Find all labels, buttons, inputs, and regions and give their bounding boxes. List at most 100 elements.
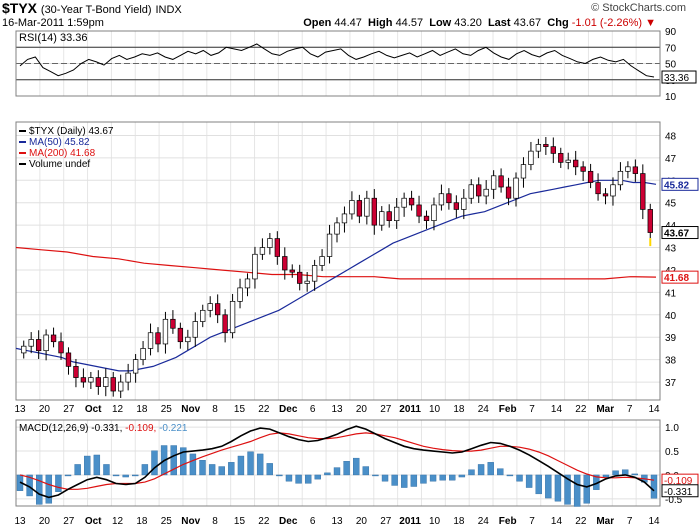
candle-body xyxy=(28,339,34,347)
price-tick-label: 48 xyxy=(665,131,677,142)
x-tick-label: 14 xyxy=(551,516,563,527)
candle-body xyxy=(580,166,586,172)
quote-bar: Open 44.47 High 44.57 Low 43.20 Last 43.… xyxy=(303,17,656,29)
macd-histogram-bar xyxy=(228,462,235,476)
candle-body xyxy=(132,359,139,374)
x-tick-label: 13 xyxy=(14,404,26,415)
x-tick-label: 7 xyxy=(529,516,535,527)
macd-signal-tag: -0.109 xyxy=(664,476,693,487)
x-tick-label: 20 xyxy=(39,404,51,415)
candle-body xyxy=(625,166,631,172)
price-tick-label: 40 xyxy=(665,311,677,322)
candle-body xyxy=(423,215,430,221)
macd-value-tag-box xyxy=(661,484,699,498)
candle-body xyxy=(476,184,482,197)
macd-histogram-bar xyxy=(304,474,312,484)
ma200-legend: MA(200) 41.68 xyxy=(29,148,96,159)
macd-histogram-bar xyxy=(237,455,245,476)
candle-body xyxy=(162,318,169,345)
candle-body xyxy=(595,182,601,195)
candle-body xyxy=(587,170,594,183)
ma50-tag: 45.82 xyxy=(664,180,689,191)
rsi-last-tag: 33.36 xyxy=(664,73,689,84)
candle-body xyxy=(43,334,49,352)
macd-histogram-bar xyxy=(132,474,139,477)
candle-body xyxy=(528,150,534,165)
x-tick-label: 2011 xyxy=(399,516,421,527)
candle-body xyxy=(602,193,609,197)
x-tick-label: 22 xyxy=(575,404,587,415)
candle-body xyxy=(207,303,213,311)
security-name: (30-Year T-Bond Yield) xyxy=(40,4,152,16)
candle-body xyxy=(490,175,497,190)
candle-body xyxy=(73,366,79,378)
candle-body xyxy=(304,280,310,284)
x-tick-label: 14 xyxy=(551,404,563,415)
macd-histogram-bar xyxy=(631,473,638,476)
macd-histogram-bar xyxy=(343,461,350,476)
price-legend: $TYX (Daily) 43.67 xyxy=(29,126,114,137)
candle-body xyxy=(543,144,549,148)
x-tick-label: 24 xyxy=(478,404,490,415)
macd-histogram-bar xyxy=(487,462,494,476)
candle-body xyxy=(319,256,325,266)
candle-body xyxy=(558,153,564,163)
volume-legend: Volume undef xyxy=(29,159,90,170)
macd-histogram-bar xyxy=(554,474,562,502)
candle-body xyxy=(535,144,542,152)
macd-legend-part: -0.109, xyxy=(125,423,159,434)
candle-body xyxy=(118,381,124,392)
candle-body xyxy=(289,269,295,273)
x-tick-label: 20 xyxy=(356,404,368,415)
candle-body xyxy=(222,314,228,334)
panel-frame xyxy=(15,121,661,401)
down-arrow-icon: ▼ xyxy=(645,17,656,29)
candle-body xyxy=(468,184,474,199)
candle-body xyxy=(21,345,27,354)
macd-histogram-bar xyxy=(612,470,619,476)
candle-body xyxy=(177,327,184,343)
x-tick-label: 13 xyxy=(331,404,343,415)
macd-histogram-bar xyxy=(372,474,379,477)
macd-histogram-bar xyxy=(468,469,475,476)
x-tick-label: 6 xyxy=(310,404,316,415)
rsi-tick-label: 90 xyxy=(665,27,677,38)
candle-body xyxy=(147,332,154,349)
rsi-legend: RSI(14) 33.36 xyxy=(19,32,87,44)
x-tick-label: Dec xyxy=(279,404,298,415)
rsi-tick-label: 10 xyxy=(665,92,677,103)
datetime: 16-Mar-2011 1:59pm xyxy=(2,17,104,29)
macd-histogram-bar xyxy=(573,474,581,507)
macd-histogram-bar xyxy=(247,451,254,476)
macd-x-axis: 13 20 27 Oct 12 18 25 Nov 8 15 22 Dec 6 13 20 27 2011 10 1… xyxy=(14,516,660,527)
macd-histogram-bar xyxy=(429,474,437,482)
macd-histogram-bar xyxy=(314,474,321,480)
macd-histogram-bar xyxy=(410,474,418,487)
macd-histogram-bar xyxy=(525,474,533,488)
rsi-tick-label: 70 xyxy=(665,43,677,54)
candle-body xyxy=(483,188,489,197)
candle-body xyxy=(50,334,57,343)
candle-body xyxy=(364,197,370,217)
ma200-line xyxy=(15,246,657,280)
candle-body xyxy=(65,352,72,367)
macd-histogram-bar xyxy=(45,474,53,504)
candle-body xyxy=(334,222,340,235)
macd-histogram-bar xyxy=(55,474,62,492)
x-tick-label: 2011 xyxy=(399,404,421,415)
macd-histogram-bar xyxy=(208,464,216,476)
candle-body xyxy=(192,321,198,338)
macd-line xyxy=(19,425,655,499)
price-tick-label: 37 xyxy=(665,378,677,389)
price-tick-label: 41 xyxy=(665,288,677,299)
x-tick-label: Mar xyxy=(596,516,614,527)
candle-body xyxy=(632,166,639,174)
macd-histogram-bar xyxy=(516,474,523,482)
macd-histogram-bar xyxy=(122,474,129,478)
macd-histogram-bar xyxy=(650,474,658,499)
candle-body xyxy=(274,238,280,257)
macd-legend: MACD(12,26,9) -0.331, -0.109, -0.221 xyxy=(19,423,188,434)
macd-histogram-bar xyxy=(93,454,101,476)
macd-histogram-bar xyxy=(218,466,225,476)
